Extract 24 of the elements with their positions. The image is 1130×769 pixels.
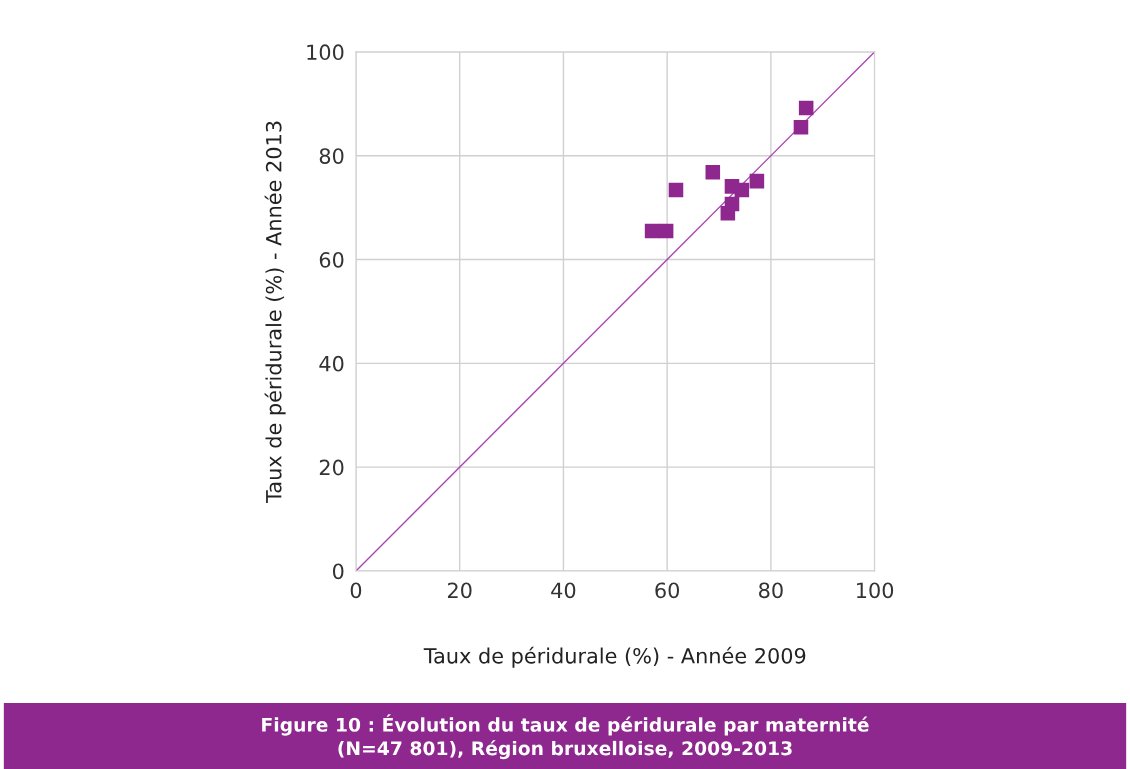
y-tick-label: 100 xyxy=(307,44,344,61)
y-tick-label: 60 xyxy=(319,251,344,268)
point xyxy=(720,206,736,221)
x-axis-title: Taux de péridurale (%) - Année 2009 xyxy=(423,646,806,668)
text: Figure 10 : Évolution du taux de péridurale par maternité (N=47 801), Région bruxelloise, 2009-2013 xyxy=(262,714,869,760)
point xyxy=(658,223,674,239)
point xyxy=(644,223,660,239)
point xyxy=(734,182,750,198)
y-axis-title: Taux de péridurale (%) - Année 2013 xyxy=(264,121,286,504)
x-tick-label: 60 xyxy=(655,582,680,599)
y-tick-label: 80 xyxy=(319,148,344,164)
y-tick-label: 20 xyxy=(319,459,344,476)
point xyxy=(668,182,684,198)
x-tick-label: 20 xyxy=(447,582,472,599)
point xyxy=(793,119,809,135)
point xyxy=(798,100,814,116)
y-tick-label: 40 xyxy=(319,355,344,372)
x-tick-label: 40 xyxy=(551,582,576,599)
y-tick-label: 0 xyxy=(332,563,344,580)
point xyxy=(749,173,765,189)
x-tick-label: 80 xyxy=(759,582,783,599)
x-tick-label: 100 xyxy=(857,582,894,599)
point xyxy=(705,165,721,180)
x-tick-label: 0 xyxy=(350,582,362,599)
